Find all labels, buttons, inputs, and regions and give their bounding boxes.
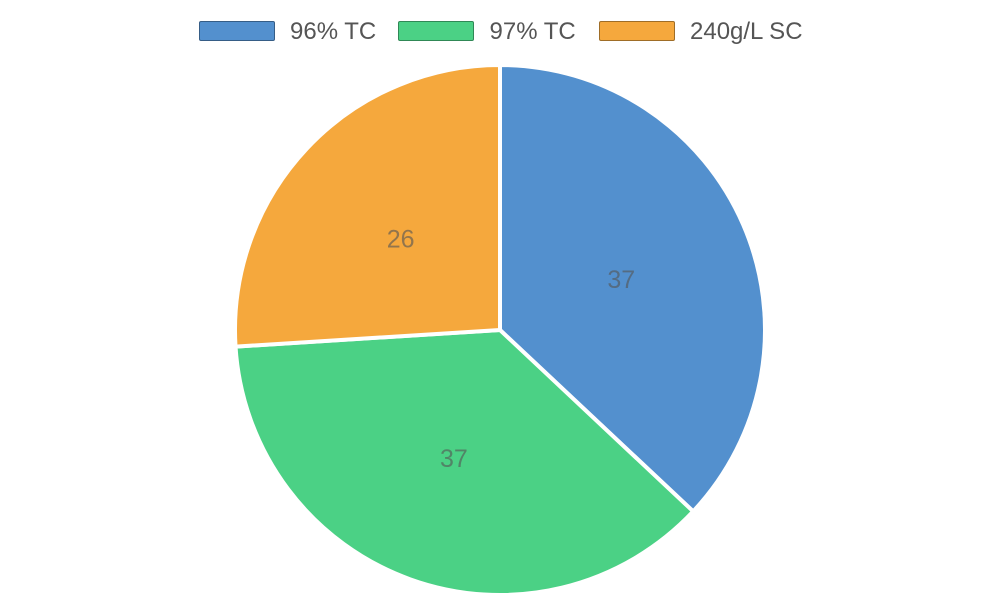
svg-text:26: 26 xyxy=(387,226,415,254)
svg-text:37: 37 xyxy=(440,445,468,473)
svg-text:37: 37 xyxy=(607,266,635,294)
